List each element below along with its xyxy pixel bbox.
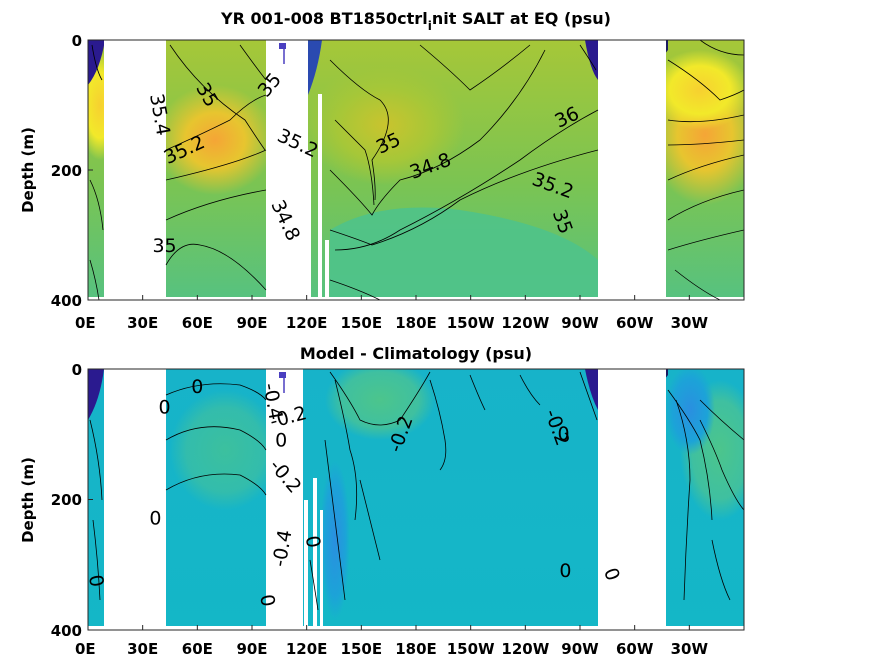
panel1-xticks: 0E 30E 60E 90E 120E 150E 180E 150W 120W 90W 60W 30W	[75, 39, 709, 332]
contour-label: 0	[158, 397, 170, 419]
land-borneo	[308, 150, 311, 300]
x-tick-label: 120W	[501, 314, 549, 332]
x-tick-label: 120E	[286, 314, 328, 332]
contour-label: 0	[84, 573, 108, 589]
x-tick-label: 90W	[561, 314, 599, 332]
fresh-anomaly-west	[88, 369, 104, 420]
contour-label: 0	[301, 534, 325, 550]
land-borneo-2	[304, 500, 308, 630]
x-tick-label: 0E	[75, 640, 96, 656]
negative-anomaly-maritime	[320, 460, 350, 620]
negative-anomaly-atlantic	[665, 369, 715, 455]
land-sumatra-2	[266, 369, 303, 630]
x-tick-label: 30W	[671, 314, 709, 332]
low-salinity-deep-pacific	[330, 207, 598, 300]
positive-anomaly-pacific	[325, 369, 435, 440]
panel2-contours	[89, 371, 744, 611]
land-sumatra	[266, 40, 308, 300]
panel1-ylabel: Depth (m)	[19, 127, 37, 213]
difference-panel: Model - Climatology (psu)	[19, 344, 745, 656]
y-tick-0: 0	[72, 32, 82, 50]
x-tick-label: 90E	[236, 640, 267, 656]
x-tick-label: 150W	[447, 314, 495, 332]
panel2-ylabel: Depth (m)	[19, 457, 37, 543]
fresh-pocket-indonesia	[279, 43, 286, 49]
contour-label: 0	[191, 376, 203, 398]
x-tick-label: 90W	[561, 640, 599, 656]
x-tick-label: 150W	[447, 640, 495, 656]
contour-label: 0	[559, 560, 571, 582]
x-tick-label: 180E	[395, 314, 437, 332]
contour-label: 0	[255, 593, 279, 609]
salt-panel: YR 001-008 BT1850ctrlinit SALT at EQ (ps…	[19, 9, 745, 332]
land-america-2	[598, 369, 666, 630]
x-tick-label: 90E	[236, 314, 267, 332]
salinity-max-pacific	[305, 65, 465, 185]
land-america	[598, 40, 666, 300]
land-newguinea-2	[320, 510, 323, 630]
contour-label: 35	[152, 235, 176, 257]
land-newguinea	[325, 240, 329, 300]
panel2-title: Model - Climatology (psu)	[300, 344, 532, 363]
fresh-core-east	[585, 40, 598, 80]
x-tick-label: 60W	[616, 314, 654, 332]
x-tick-label: 150E	[341, 314, 383, 332]
y-tick-200: 200	[51, 491, 82, 509]
x-tick-label: 120E	[286, 640, 328, 656]
x-tick-label: 180E	[395, 640, 437, 656]
x-tick-label: 30E	[127, 314, 158, 332]
y-tick-200: 200	[51, 162, 82, 180]
x-tick-label: 0E	[75, 314, 96, 332]
x-tick-label: 60E	[182, 640, 213, 656]
panel1-yticks: 0 200 400	[51, 32, 82, 310]
fresh-core-maritime	[308, 40, 322, 95]
x-tick-label: 30W	[671, 640, 709, 656]
contour-label: 0	[558, 423, 570, 445]
x-tick-label: 30E	[127, 640, 158, 656]
fresh-core-west	[88, 40, 105, 85]
land-africa-2	[104, 369, 166, 630]
panel1-title: YR 001-008 BT1850ctrlinit SALT at EQ (ps…	[220, 9, 611, 33]
y-tick-400: 400	[51, 622, 82, 640]
y-tick-0: 0	[72, 361, 82, 379]
salinity-max-atlantic-core	[650, 50, 744, 130]
salinity-max-indian	[155, 85, 275, 195]
contour-label: 0	[275, 429, 287, 451]
land-sulawesi	[318, 94, 322, 300]
land-africa	[104, 40, 166, 300]
x-tick-label: 60W	[616, 640, 654, 656]
contour-label: 0	[149, 508, 161, 530]
panel2-xticks: 0E 30E 60E 90E 120E 150E 180E 150W 120W 90W 60W 30W	[75, 368, 709, 656]
land-sulawesi-2	[313, 478, 317, 630]
fresh-pocket-indonesia-2	[279, 372, 286, 378]
panel1-contours	[89, 40, 744, 300]
panel2-yticks: 0 200 400	[51, 361, 82, 640]
x-tick-label: 60E	[182, 314, 213, 332]
fresh-anomaly-east	[585, 369, 598, 410]
x-tick-label: 150E	[341, 640, 383, 656]
y-tick-400: 400	[51, 292, 82, 310]
positive-anomaly-indian	[170, 390, 280, 510]
x-tick-label: 120W	[501, 640, 549, 656]
